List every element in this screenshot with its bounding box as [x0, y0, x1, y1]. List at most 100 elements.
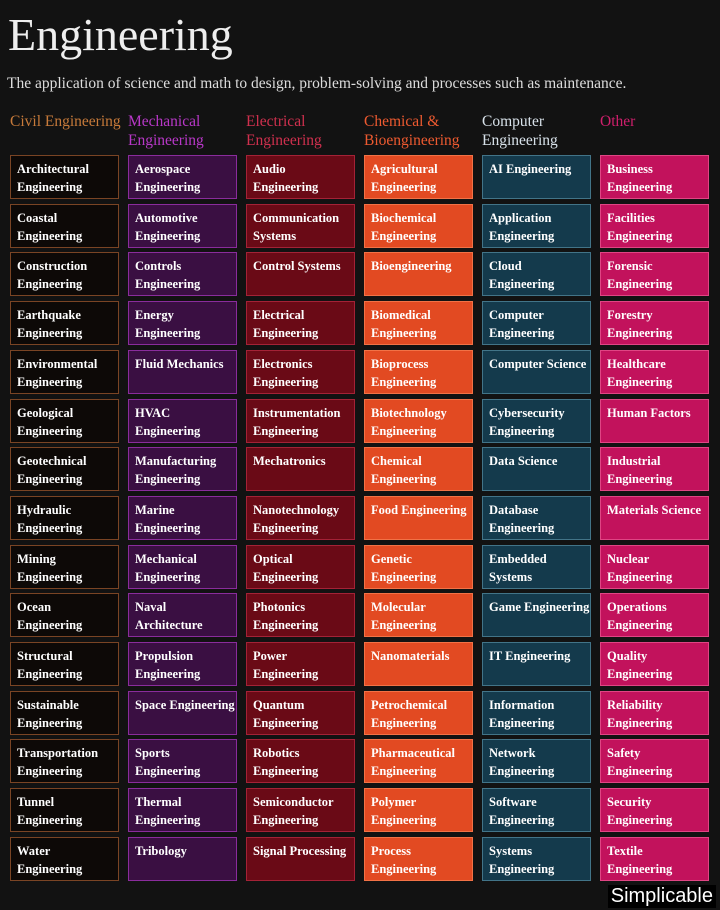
item: Chemical Engineering — [364, 447, 473, 492]
item: Optical Engineering — [246, 544, 355, 589]
item: Polymer Engineering — [364, 788, 473, 833]
column-header: Civil Engineering — [10, 113, 121, 130]
item: Propulsion Engineering — [128, 642, 237, 686]
item: Earthquake Engineering — [10, 301, 119, 346]
item: Nanotechnology Engineering — [246, 495, 355, 540]
item: Quality Engineering — [600, 642, 709, 686]
item: Textile Engineering — [600, 836, 709, 881]
item: Power Engineering — [246, 642, 355, 686]
item: Cybersecurity Engineering — [482, 398, 591, 443]
item: Business Engineering — [600, 155, 709, 199]
column: Computer Engineering AI Engineering Applic… — [482, 112, 593, 881]
item: Game Engineering — [482, 593, 591, 638]
item: Forestry Engineering — [600, 301, 709, 346]
title: Engineering — [8, 9, 233, 60]
item: Space Engineering — [128, 690, 237, 735]
item: Application Engineering — [482, 203, 591, 248]
item: Computer Engineering — [482, 301, 591, 346]
column-header: Other — [600, 113, 636, 130]
item: Communication Systems — [246, 203, 355, 248]
item: Facilities Engineering — [600, 203, 709, 248]
item: Water Engineering — [10, 836, 119, 881]
item: Sustainable Engineering — [10, 690, 119, 735]
item: Energy Engineering — [128, 301, 237, 346]
column: Other Business Engineering Facilities Engi… — [600, 112, 711, 881]
item: Tunnel Engineering — [10, 788, 119, 833]
item: Controls Engineering — [128, 252, 237, 297]
item: Structural Engineering — [10, 642, 119, 686]
item: Materials Science — [600, 495, 709, 540]
item: Audio Engineering — [246, 155, 355, 199]
item: Tribology — [128, 836, 237, 881]
item: Agricultural Engineering — [364, 155, 473, 199]
column-header: Mechanical Engineering — [128, 113, 204, 149]
item: Pharmaceutical Engineering — [364, 739, 473, 784]
column: Civil Engineering Architectural Engineeri… — [10, 112, 121, 881]
item: Naval Architecture — [128, 593, 237, 638]
item: AI Engineering — [482, 155, 591, 199]
item: Software Engineering — [482, 788, 591, 833]
item: Construction Engineering — [10, 252, 119, 297]
item: Semiconductor Engineering — [246, 788, 355, 833]
item: Forensic Engineering — [600, 252, 709, 297]
column-header: Electrical Engineering — [246, 113, 322, 149]
item: Bioengineering — [364, 252, 473, 297]
item: Coastal Engineering — [10, 203, 119, 248]
column: Electrical Engineering Audio Engineering C… — [246, 112, 357, 881]
item: Reliability Engineering — [600, 690, 709, 735]
item: Biochemical Engineering — [364, 203, 473, 248]
item: Industrial Engineering — [600, 447, 709, 492]
item: Sports Engineering — [128, 739, 237, 784]
item: Electronics Engineering — [246, 349, 355, 394]
column: Chemical & Bioengineering Agricultural En… — [364, 112, 475, 881]
item: Healthcare Engineering — [600, 349, 709, 394]
item: Systems Engineering — [482, 836, 591, 881]
item: Human Factors — [600, 398, 709, 443]
item: Food Engineering — [364, 495, 473, 540]
item: Electrical Engineering — [246, 301, 355, 346]
item: Architectural Engineering — [10, 155, 119, 199]
item: Aerospace Engineering — [128, 155, 237, 199]
item: Mining Engineering — [10, 544, 119, 589]
item: Thermal Engineering — [128, 788, 237, 833]
item: Data Science — [482, 447, 591, 492]
item: Automotive Engineering — [128, 203, 237, 248]
column-header: Chemical & Bioengineering — [364, 113, 460, 149]
item: Mechanical Engineering — [128, 544, 237, 589]
item: Signal Processing — [246, 836, 355, 881]
column: Mechanical Engineering Aerospace Engineer… — [128, 112, 239, 881]
item: Security Engineering — [600, 788, 709, 833]
item: Biomedical Engineering — [364, 301, 473, 346]
item: Operations Engineering — [600, 593, 709, 638]
item: Safety Engineering — [600, 739, 709, 784]
item: Manufacturing Engineering — [128, 447, 237, 492]
item: Process Engineering — [364, 836, 473, 881]
item: Nuclear Engineering — [600, 544, 709, 589]
item: Petrochemical Engineering — [364, 690, 473, 735]
item: IT Engineering — [482, 642, 591, 686]
item: Genetic Engineering — [364, 544, 473, 589]
item: Instrumentation Engineering — [246, 398, 355, 443]
item: Hydraulic Engineering — [10, 495, 119, 540]
item: Nanomaterials — [364, 642, 473, 686]
item: Robotics Engineering — [246, 739, 355, 784]
item: Mechatronics — [246, 447, 355, 492]
item: Molecular Engineering — [364, 593, 473, 638]
item: Marine Engineering — [128, 495, 237, 540]
item: Control Systems — [246, 252, 355, 297]
item: Transportation Engineering — [10, 739, 119, 784]
item: Fluid Mechanics — [128, 349, 237, 394]
item: Information Engineering — [482, 690, 591, 735]
column-header: Computer Engineering — [482, 113, 558, 149]
item: Embedded Systems — [482, 544, 591, 589]
item: Quantum Engineering — [246, 690, 355, 735]
item: Geological Engineering — [10, 398, 119, 443]
watermark: Simplicable — [607, 885, 716, 908]
item: Cloud Engineering — [482, 252, 591, 297]
item: Ocean Engineering — [10, 593, 119, 638]
item: Photonics Engineering — [246, 593, 355, 638]
item: Geotechnical Engineering — [10, 447, 119, 492]
item: HVAC Engineering — [128, 398, 237, 443]
item: Environmental Engineering — [10, 349, 119, 394]
